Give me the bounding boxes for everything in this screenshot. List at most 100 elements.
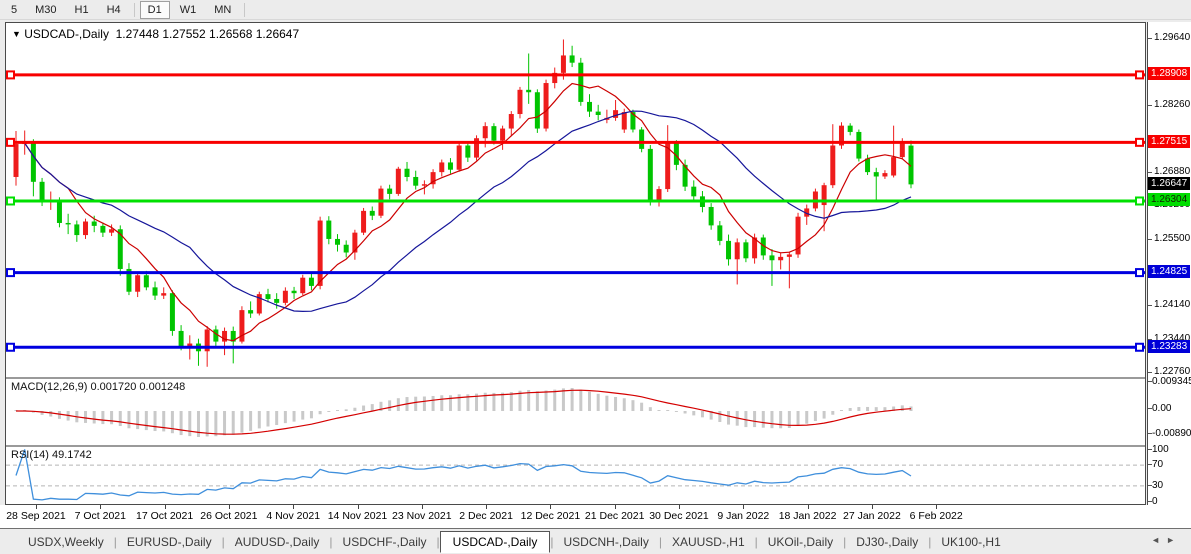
macd-histogram-bar: [40, 411, 44, 415]
timeframe-button-5[interactable]: 5: [11, 3, 18, 16]
candle-body: [282, 290, 288, 303]
chart-tab-uk100[interactable]: UK100-,H1: [941, 534, 1001, 549]
candle-body: [13, 144, 19, 177]
line-handle-right[interactable]: [1135, 70, 1144, 80]
chart-title: ▼ USDCAD-,Daily 1.27448 1.27552 1.26568 …: [12, 27, 299, 41]
macd-axis-tickmark: [1148, 381, 1152, 382]
line-handle-left[interactable]: [6, 137, 15, 147]
macd-histogram-bar: [535, 391, 539, 411]
candle-body: [430, 172, 436, 185]
macd-pane-canvas[interactable]: [6, 379, 1145, 443]
line-handle-left[interactable]: [6, 268, 15, 278]
candle-body: [413, 176, 419, 186]
chart-window: ▼ USDCAD-,Daily 1.27448 1.27552 1.26568 …: [5, 22, 1146, 505]
candle-body: [369, 210, 375, 216]
chart-tab-usdchf[interactable]: USDCHF-,Daily: [342, 534, 427, 549]
macd-pane[interactable]: MACD(12,26,9) 0.001720 0.001248: [6, 377, 1145, 443]
time-axis[interactable]: 28 Sep 2021 7 Oct 2021 17 Oct 2021 26 Oct 2…: [0, 505, 1191, 528]
candle-body: [847, 125, 853, 132]
macd-signal-line: [16, 389, 912, 435]
rsi-axis-tickmark: [1148, 484, 1152, 486]
macd-histogram-bar: [136, 411, 140, 430]
candle-body: [187, 343, 193, 347]
macd-histogram-bar: [309, 411, 313, 419]
rsi-pane[interactable]: RSI(14) 49.1742: [6, 445, 1145, 504]
time-axis-label: 23 Nov 2021: [392, 510, 452, 522]
timeframe-button-d1[interactable]: D1: [139, 0, 170, 19]
chart-tab-usdcnh[interactable]: USDCNH-,Daily: [563, 534, 649, 549]
timeframe-toolbar: 5 M30 H1 H4 D1 W1 MN: [0, 0, 1191, 20]
candle-body: [560, 55, 566, 73]
line-handle-right[interactable]: [1135, 196, 1144, 206]
chart-tab-eurusd[interactable]: EURUSD-,Daily: [126, 534, 212, 549]
candle-body: [143, 275, 149, 288]
price-axis-tick-label: 1.22760: [1154, 365, 1191, 377]
chart-tab-usdx[interactable]: USDX,Weekly: [28, 534, 104, 549]
macd-histogram-bar: [622, 398, 626, 411]
candle-body: [838, 125, 844, 146]
price-level-tag: 1.23283: [1148, 339, 1191, 353]
chart-dropdown-icon[interactable]: ▼: [12, 29, 21, 39]
macd-histogram-bar: [614, 396, 618, 411]
macd-histogram-bar: [587, 391, 591, 411]
macd-histogram-bar: [874, 407, 878, 411]
candle-body: [152, 287, 158, 296]
chart-tab-ukoil[interactable]: UKOil-,Daily: [767, 534, 834, 549]
time-axis-label: 27 Jan 2022: [842, 510, 901, 522]
timeframe-button-h1[interactable]: H1: [74, 3, 89, 16]
candle-body: [639, 129, 645, 149]
macd-histogram-bar: [718, 411, 722, 422]
price-axis-tickmark: [1148, 38, 1152, 40]
candle-body: [169, 293, 175, 331]
timeframe-button-w1[interactable]: W1: [179, 3, 197, 16]
price-level-tag: 1.24825: [1148, 265, 1191, 279]
tab-scroll-right-icon: ►: [1166, 535, 1181, 545]
price-pane[interactable]: ▼ USDCAD-,Daily 1.27448 1.27552 1.26568 …: [6, 23, 1145, 375]
macd-histogram-bar: [249, 411, 253, 431]
rsi-value: 49.1742: [51, 449, 92, 461]
macd-histogram-bar: [700, 411, 704, 418]
toolbar-separator: [133, 2, 135, 17]
candle-body: [248, 310, 254, 314]
candle-body: [39, 181, 45, 203]
candle-body: [526, 89, 532, 93]
chart-tab-bar: USDX,Weekly | EURUSD-,Daily | AUDUSD-,Daily |…: [0, 528, 1191, 554]
candle-body: [908, 145, 914, 185]
candle-body: [569, 55, 575, 63]
rsi-pane-canvas[interactable]: [6, 447, 1145, 504]
rsi-axis-tickmark: [1148, 448, 1152, 450]
candle-body: [621, 112, 627, 130]
line-handle-right[interactable]: [1135, 268, 1144, 278]
macd-histogram-bar: [57, 411, 61, 419]
timeframe-button-mn[interactable]: MN: [214, 3, 232, 16]
macd-histogram-bar: [753, 411, 757, 428]
tab-separator: |: [221, 534, 225, 549]
price-level-tag: 1.26304: [1148, 193, 1191, 207]
candle-body: [708, 206, 714, 226]
tab-scroll-arrows[interactable]: ◄►: [1151, 535, 1181, 545]
price-axis-tickmark: [1148, 338, 1152, 340]
chart-tab-dj30[interactable]: DJ30-,Daily: [856, 534, 919, 549]
macd-histogram-bar: [822, 411, 826, 419]
chart-tab-audusd[interactable]: AUDUSD-,Daily: [234, 534, 320, 549]
time-axis-tickmark: [743, 505, 745, 509]
line-handle-right[interactable]: [1135, 137, 1144, 147]
time-axis-tickmark: [807, 505, 809, 509]
chart-tab-usdcad[interactable]: USDCAD-,Daily: [439, 530, 551, 553]
macd-histogram-bar: [570, 388, 574, 411]
macd-histogram-bar: [483, 392, 487, 411]
candle-body: [74, 224, 80, 236]
price-axis[interactable]: 1.296401.282601.268801.262001.255001.241…: [1147, 22, 1191, 507]
chart-tab-xauusd[interactable]: XAUUSD-,H1: [671, 534, 745, 549]
line-handle-left[interactable]: [6, 196, 15, 206]
macd-histogram-bar: [101, 411, 105, 425]
price-pane-canvas[interactable]: [6, 23, 1145, 375]
time-axis-label: 14 Nov 2021: [327, 510, 388, 522]
timeframe-button-h4[interactable]: H4: [106, 3, 121, 16]
line-handle-left[interactable]: [6, 70, 15, 80]
timeframe-button-m30[interactable]: M30: [35, 3, 57, 16]
price-axis-tick-label: 1.25500: [1154, 232, 1191, 244]
line-handle-left[interactable]: [6, 342, 15, 352]
line-handle-right[interactable]: [1135, 342, 1144, 352]
macd-histogram-bar: [188, 411, 192, 437]
